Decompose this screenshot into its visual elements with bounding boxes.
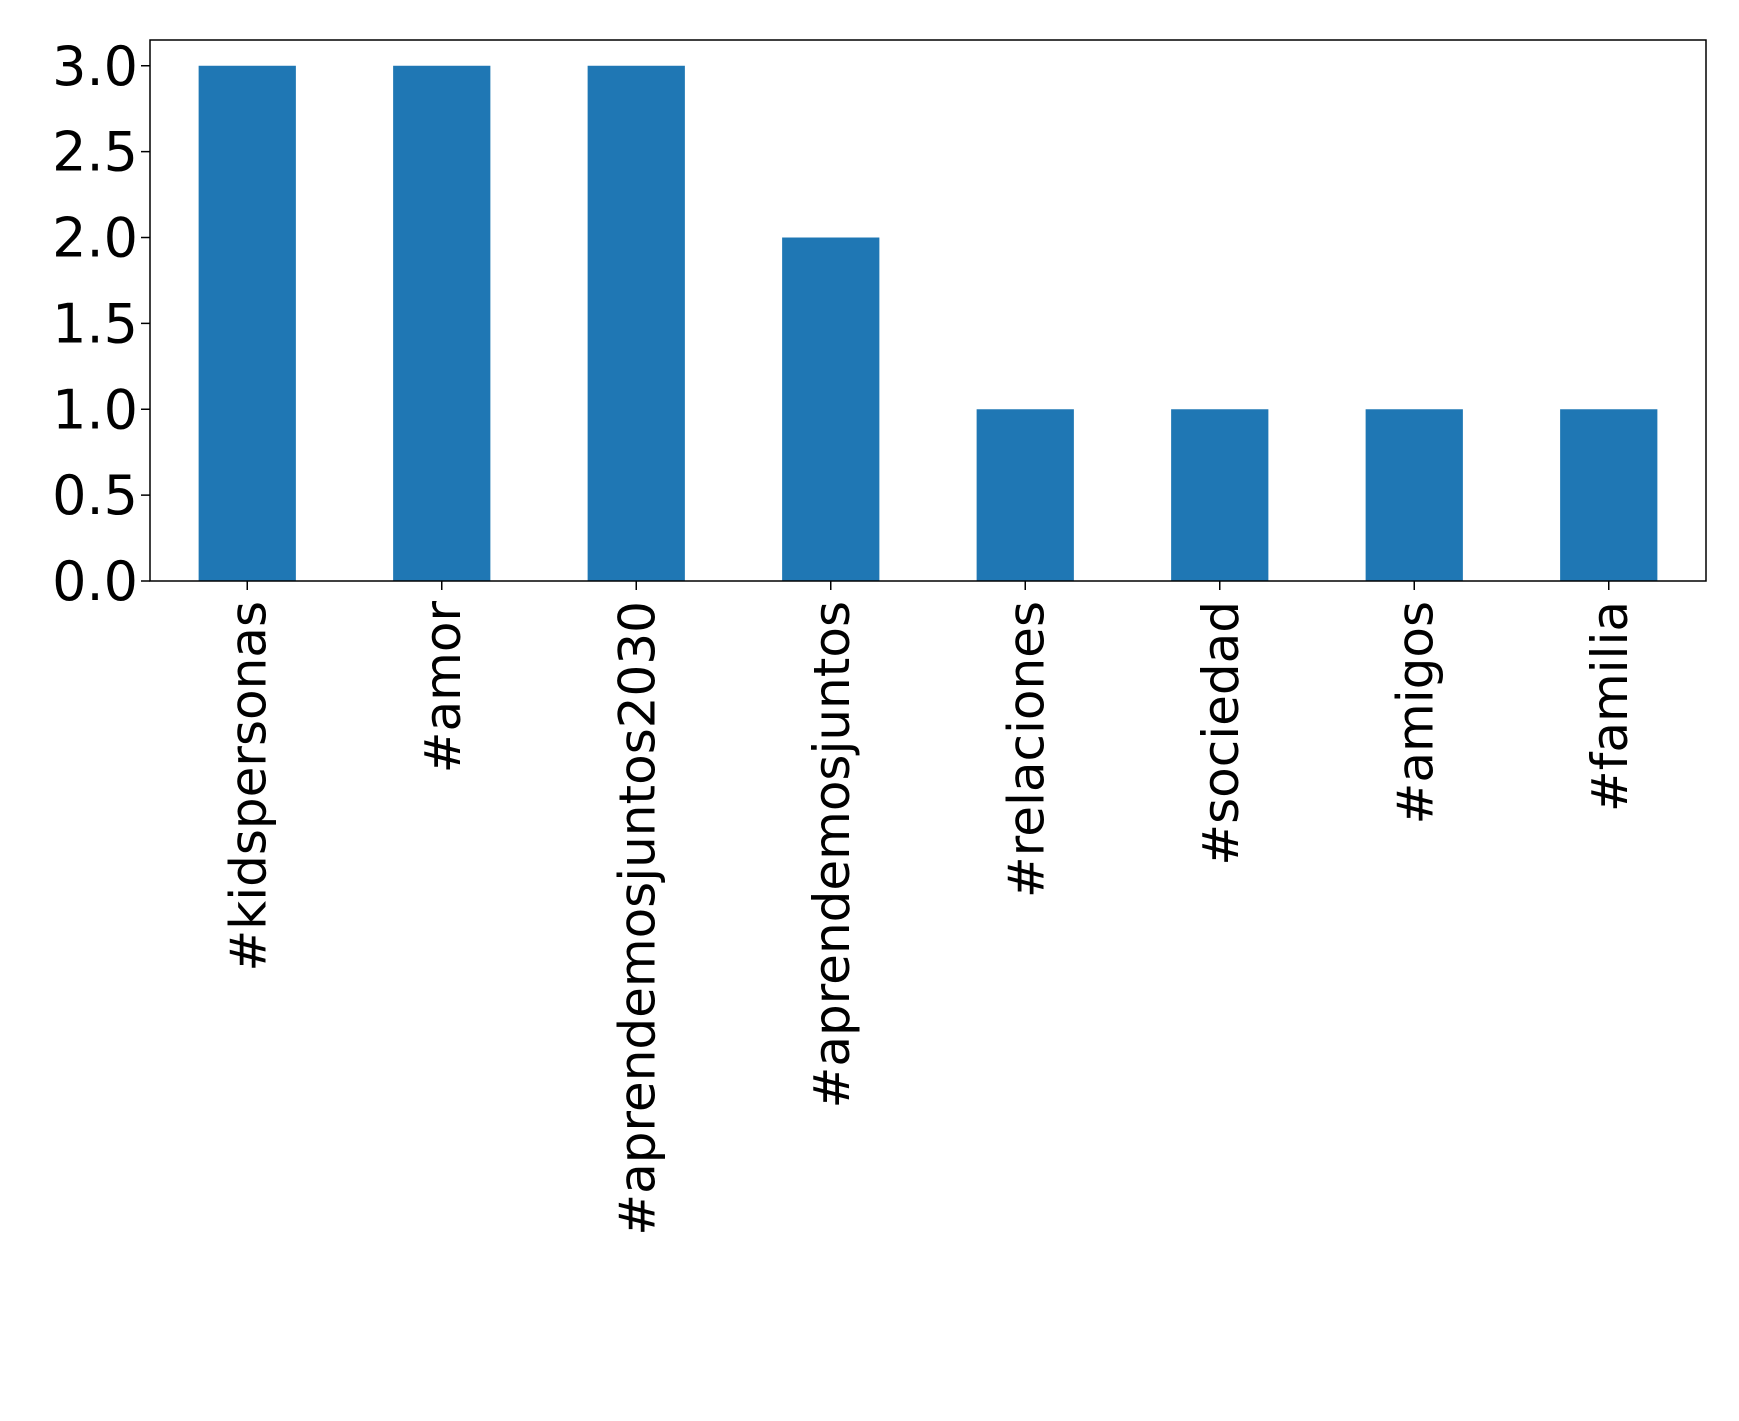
y-tick-label: 3.0	[52, 35, 138, 98]
x-tick-label: #aprendemosjuntos2030	[608, 601, 666, 1236]
bar-amigos	[1365, 409, 1463, 581]
y-tick-label: 0.0	[52, 550, 138, 613]
y-tick-label: 1.0	[52, 378, 138, 441]
bar-amor	[393, 65, 491, 581]
x-axis-ticks: #kidspersonas #amor #aprendemosjuntos2030 #…	[219, 581, 1639, 1236]
x-tick-label: #relaciones	[997, 601, 1055, 898]
bar-aprendemosjuntos	[782, 237, 880, 581]
bar-familia	[1560, 409, 1658, 581]
bar-aprendemosjuntos2030	[587, 65, 685, 581]
bar-relaciones	[976, 409, 1074, 581]
x-tick-label: #sociedad	[1192, 601, 1250, 866]
x-tick-label: #familia	[1581, 601, 1639, 812]
bar-kidspersonas	[198, 65, 296, 581]
x-tick-label: #amigos	[1386, 601, 1444, 825]
x-tick-label: #aprendemosjuntos	[803, 601, 861, 1109]
y-tick-label: 2.0	[52, 207, 138, 270]
bar-sociedad	[1171, 409, 1269, 581]
y-tick-label: 1.5	[52, 292, 138, 355]
y-tick-label: 2.5	[52, 121, 138, 184]
y-tick-label: 0.5	[52, 464, 138, 527]
y-axis-ticks: 0.0 0.5 1.0 1.5 2.0 2.5 3.0	[52, 35, 150, 613]
x-tick-label: #amor	[414, 601, 472, 774]
x-tick-label: #kidspersonas	[219, 601, 277, 972]
bars-group	[198, 65, 1658, 581]
plot-frame	[149, 39, 1707, 582]
